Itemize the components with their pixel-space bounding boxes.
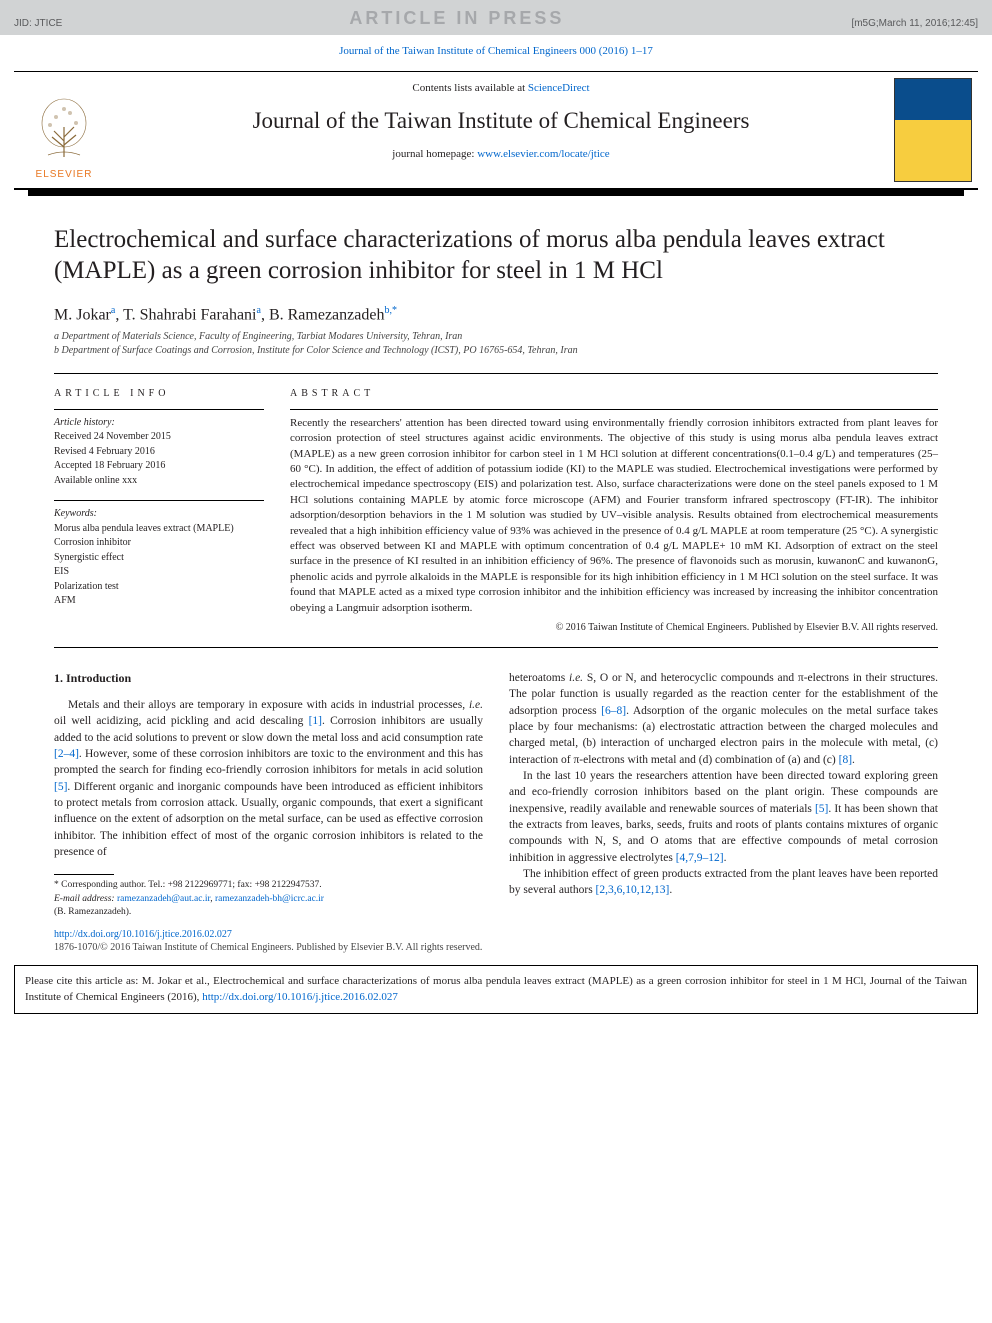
abstract-text: Recently the researchers' attention has …	[290, 416, 938, 616]
article-info-column: ARTICLE INFO Article history: Received 2…	[54, 388, 264, 633]
corr-email-line: E-mail address: ramezanzadeh@aut.ac.ir, …	[54, 893, 483, 906]
affiliation-a: a Department of Materials Science, Facul…	[54, 330, 938, 345]
intro-para-right-2: In the last 10 years the researchers att…	[509, 768, 938, 866]
corresponding-mark: *	[392, 305, 397, 316]
abstract-copyright: © 2016 Taiwan Institute of Chemical Engi…	[290, 622, 938, 633]
ref-4-7-9-12-link[interactable]: [4,7,9–12]	[676, 852, 724, 864]
jid-label: JID: JTICE	[14, 18, 62, 29]
elsevier-tree-icon	[34, 97, 94, 167]
author-2-affil: a	[257, 305, 261, 316]
keyword-1: Morus alba pendula leaves extract (MAPLE…	[54, 522, 264, 537]
article-title: Electrochemical and surface characteriza…	[54, 224, 938, 287]
received-date: Received 24 November 2015	[54, 430, 264, 445]
doi-link[interactable]: http://dx.doi.org/10.1016/j.jtice.2016.0…	[54, 929, 232, 940]
accepted-date: Accepted 18 February 2016	[54, 459, 264, 474]
affiliation-b: b Department of Surface Coatings and Cor…	[54, 344, 938, 359]
article-info-heading: ARTICLE INFO	[54, 388, 264, 399]
divider-bottom	[54, 647, 938, 648]
ref-2-4-link[interactable]: [2–4]	[54, 748, 79, 760]
journal-homepage-link[interactable]: www.elsevier.com/locate/jtice	[477, 148, 609, 160]
preprint-header-bar: JID: JTICE ARTICLE IN PRESS [m5G;March 1…	[0, 0, 992, 35]
intro-para-left: Metals and their alloys are temporary in…	[54, 697, 483, 860]
ie-italic: i.e.	[469, 699, 483, 711]
citation-box: Please cite this article as: M. Jokar et…	[14, 965, 978, 1014]
author-1-affil: a	[111, 305, 115, 316]
publisher-block: ELSEVIER	[14, 72, 114, 188]
body-two-column: 1. Introduction Metals and their alloys …	[54, 670, 938, 919]
keyword-3: Synergistic effect	[54, 551, 264, 566]
keyword-6: AFM	[54, 594, 264, 609]
keywords-block: Keywords: Morus alba pendula leaves extr…	[54, 507, 264, 609]
abstract-column: ABSTRACT Recently the researchers' atten…	[290, 388, 938, 633]
issn-copyright-line: 1876-1070/© 2016 Taiwan Institute of Che…	[54, 942, 938, 953]
masthead-center: Contents lists available at ScienceDirec…	[114, 72, 888, 188]
intro-para-right-1: heteroatoms i.e. S, O or N, and heterocy…	[509, 670, 938, 768]
left-column: 1. Introduction Metals and their alloys …	[54, 670, 483, 919]
history-block: Article history: Received 24 November 20…	[54, 416, 264, 489]
journal-cover-thumbnail	[894, 78, 972, 182]
journal-masthead: ELSEVIER Contents lists available at Sci…	[14, 71, 978, 190]
email-label: E-mail address:	[54, 894, 117, 904]
keyword-2: Corrosion inhibitor	[54, 536, 264, 551]
contents-prefix: Contents lists available at	[412, 82, 527, 94]
email-1-link[interactable]: ramezanzadeh@aut.ac.ir	[117, 894, 210, 904]
author-2: T. Shahrabi Farahani	[123, 306, 256, 323]
cover-thumbnail-block	[888, 72, 978, 188]
ref-5b-link[interactable]: [5]	[815, 803, 828, 815]
info-divider-1	[54, 409, 264, 410]
timestamp-label: [m5G;March 11, 2016;12:45]	[851, 18, 978, 29]
info-abstract-row: ARTICLE INFO Article history: Received 2…	[54, 388, 938, 633]
revised-date: Revised 4 February 2016	[54, 445, 264, 460]
intro-para-right-3: The inhibition effect of green products …	[509, 866, 938, 899]
info-divider-2	[54, 500, 264, 501]
contents-available-line: Contents lists available at ScienceDirec…	[122, 82, 880, 94]
doi-line: http://dx.doi.org/10.1016/j.jtice.2016.0…	[54, 929, 938, 940]
footnote-rule	[54, 874, 114, 875]
citation-text: Please cite this article as: M. Jokar et…	[25, 975, 967, 1002]
publisher-name: ELSEVIER	[36, 169, 93, 180]
homepage-prefix: journal homepage:	[392, 148, 477, 160]
corr-author-line: * Corresponding author. Tel.: +98 212296…	[54, 879, 483, 892]
citation-doi-link[interactable]: http://dx.doi.org/10.1016/j.jtice.2016.0…	[202, 991, 398, 1003]
history-label: Article history:	[54, 416, 264, 431]
abstract-divider	[290, 409, 938, 410]
journal-reference-line: Journal of the Taiwan Institute of Chemi…	[0, 45, 992, 57]
homepage-line: journal homepage: www.elsevier.com/locat…	[122, 148, 880, 160]
corresponding-author-footnote: * Corresponding author. Tel.: +98 212296…	[54, 879, 483, 919]
corr-author-name: (B. Ramezanzadeh).	[54, 906, 483, 919]
author-list: M. Jokara, T. Shahrabi Farahania, B. Ram…	[54, 305, 938, 324]
abstract-heading: ABSTRACT	[290, 388, 938, 399]
ref-2-3-6-10-12-13-link[interactable]: [2,3,6,10,12,13]	[596, 884, 670, 896]
author-1: M. Jokar	[54, 306, 111, 323]
author-3: B. Ramezanzadeh	[269, 306, 385, 323]
ie-italic-2: i.e.	[569, 672, 583, 684]
keywords-label: Keywords:	[54, 507, 264, 522]
article-in-press-banner: ARTICLE IN PRESS	[349, 6, 564, 29]
email-2-link[interactable]: ramezanzadeh-bh@icrc.ac.ir	[215, 894, 324, 904]
ref-1-link[interactable]: [1]	[309, 715, 322, 727]
journal-title: Journal of the Taiwan Institute of Chemi…	[122, 108, 880, 134]
sciencedirect-link[interactable]: ScienceDirect	[528, 82, 590, 94]
ref-8-link[interactable]: [8]	[839, 754, 852, 766]
keyword-4: EIS	[54, 565, 264, 580]
divider-top	[54, 373, 938, 374]
right-column: heteroatoms i.e. S, O or N, and heterocy…	[509, 670, 938, 919]
online-date: Available online xxx	[54, 474, 264, 489]
section-1-heading: 1. Introduction	[54, 670, 483, 687]
keyword-5: Polarization test	[54, 580, 264, 595]
author-3-affil: b,	[384, 305, 392, 316]
ref-6-8-link[interactable]: [6–8]	[601, 705, 626, 717]
ref-5-link[interactable]: [5]	[54, 781, 67, 793]
journal-reference-link[interactable]: Journal of the Taiwan Institute of Chemi…	[339, 45, 653, 57]
